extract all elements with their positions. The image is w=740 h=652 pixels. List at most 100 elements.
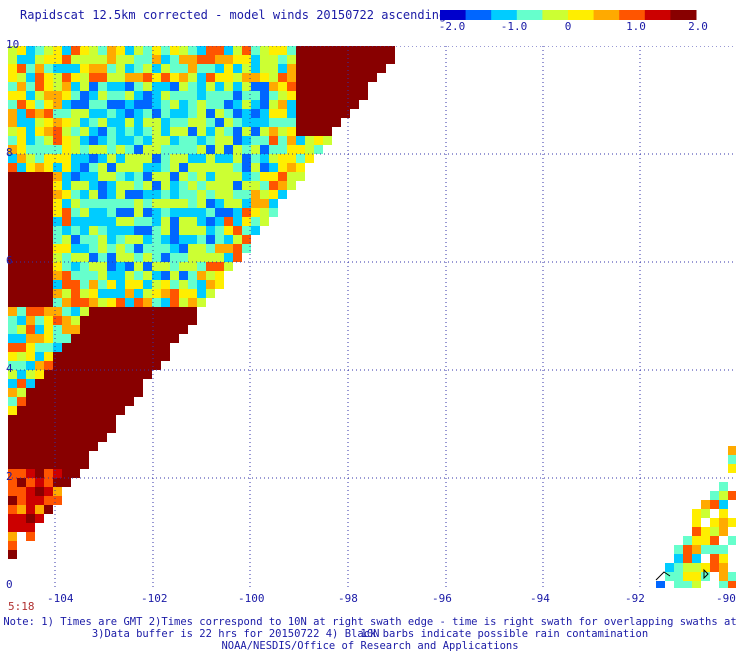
wind-cell xyxy=(89,334,98,343)
wind-cell xyxy=(188,127,197,136)
wind-cell xyxy=(89,388,98,397)
wind-cell xyxy=(62,163,71,172)
wind-cell xyxy=(71,217,80,226)
wind-cell xyxy=(8,514,17,523)
wind-cell xyxy=(98,64,107,73)
wind-cell xyxy=(224,244,233,253)
wind-cell xyxy=(206,244,215,253)
wind-cell xyxy=(188,217,197,226)
wind-cell xyxy=(143,154,152,163)
lon-label-90: -90 xyxy=(716,592,736,605)
wind-cell xyxy=(143,343,152,352)
wind-cell xyxy=(233,118,242,127)
lon-label-100: -100 xyxy=(238,592,265,605)
wind-cell xyxy=(44,505,53,514)
wind-cell xyxy=(251,127,260,136)
wind-cell xyxy=(683,545,692,554)
wind-cell xyxy=(17,379,26,388)
wind-cell xyxy=(80,64,89,73)
wind-cell xyxy=(71,334,80,343)
wind-cell xyxy=(26,352,35,361)
wind-cell xyxy=(17,163,26,172)
wind-cell xyxy=(179,316,188,325)
wind-cell xyxy=(107,64,116,73)
wind-cell xyxy=(53,190,62,199)
wind-cell xyxy=(161,190,170,199)
wind-cell xyxy=(260,190,269,199)
wind-cell xyxy=(8,406,17,415)
wind-cell xyxy=(242,199,251,208)
wind-cell xyxy=(80,226,89,235)
wind-cell xyxy=(242,136,251,145)
wind-cell xyxy=(341,46,350,55)
wind-cell xyxy=(26,271,35,280)
wind-cell xyxy=(260,73,269,82)
wind-cell xyxy=(44,190,53,199)
wind-cell xyxy=(278,127,287,136)
wind-cell xyxy=(152,199,161,208)
wind-cell xyxy=(215,118,224,127)
wind-cell xyxy=(134,82,143,91)
wind-cell xyxy=(332,55,341,64)
wind-cell xyxy=(134,388,143,397)
wind-cell xyxy=(17,244,26,253)
wind-cell xyxy=(188,307,197,316)
wind-cell xyxy=(206,136,215,145)
wind-cell xyxy=(44,478,53,487)
wind-cell xyxy=(8,352,17,361)
wind-cell xyxy=(8,415,17,424)
wind-cell xyxy=(197,235,206,244)
wind-cell xyxy=(89,397,98,406)
wind-cell xyxy=(323,118,332,127)
wind-cell xyxy=(71,451,80,460)
wind-cell xyxy=(260,136,269,145)
colorbar-label-zero: 0 xyxy=(564,20,572,33)
wind-cell xyxy=(143,307,152,316)
wind-cell xyxy=(134,379,143,388)
wind-cell xyxy=(17,361,26,370)
wind-cell xyxy=(71,325,80,334)
wind-cell xyxy=(89,244,98,253)
wind-cell xyxy=(80,82,89,91)
wind-cell xyxy=(116,235,125,244)
wind-cell xyxy=(80,262,89,271)
wind-cell xyxy=(53,199,62,208)
wind-cell xyxy=(305,154,314,163)
wind-cell xyxy=(323,46,332,55)
wind-cell xyxy=(728,536,736,545)
wind-cell xyxy=(125,172,134,181)
wind-cell xyxy=(53,451,62,460)
wind-cell xyxy=(8,172,17,181)
wind-cell xyxy=(251,82,260,91)
wind-cell xyxy=(188,280,197,289)
wind-cell xyxy=(44,496,53,505)
wind-cell xyxy=(8,451,17,460)
wind-cell xyxy=(251,100,260,109)
wind-cell xyxy=(170,190,179,199)
wind-cell xyxy=(233,46,242,55)
colorbar-swatch xyxy=(644,10,671,20)
wind-cell xyxy=(116,91,125,100)
wind-cell xyxy=(35,253,44,262)
wind-cell xyxy=(233,253,242,262)
wind-cell xyxy=(242,46,251,55)
wind-cell xyxy=(89,154,98,163)
wind-cell xyxy=(62,262,71,271)
wind-cell xyxy=(170,109,179,118)
wind-cell xyxy=(71,343,80,352)
wind-cell xyxy=(107,370,116,379)
wind-cell xyxy=(17,109,26,118)
wind-cell xyxy=(8,424,17,433)
wind-cell xyxy=(683,572,692,581)
wind-cell xyxy=(17,208,26,217)
wind-cell xyxy=(89,415,98,424)
wind-cell xyxy=(53,109,62,118)
wind-cell xyxy=(62,298,71,307)
wind-cell xyxy=(107,109,116,118)
wind-cell xyxy=(170,217,179,226)
wind-cell xyxy=(80,199,89,208)
wind-cell xyxy=(332,109,341,118)
wind-cell xyxy=(341,109,350,118)
wind-cell xyxy=(278,64,287,73)
wind-cell xyxy=(98,145,107,154)
